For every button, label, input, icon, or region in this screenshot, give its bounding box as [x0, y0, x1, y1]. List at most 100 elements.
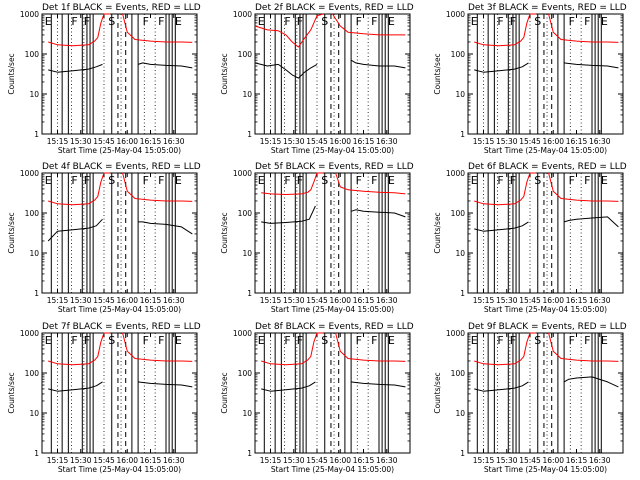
y-tick-label: 1	[247, 130, 252, 139]
event-marker-letter: F	[584, 15, 590, 28]
y-axis-label: Counts/sec	[7, 212, 16, 253]
y-tick-label: 100	[238, 209, 253, 218]
lld-series-line	[261, 172, 324, 195]
events-series-line	[474, 62, 529, 73]
plot-frame	[254, 172, 411, 294]
events-series-line	[137, 62, 193, 69]
x-tick-label: 16:15	[353, 296, 375, 305]
x-tick-label: 15:45	[519, 456, 541, 465]
lld-series-line	[261, 332, 324, 366]
x-tick-label: 16:15	[140, 137, 162, 146]
x-tick-label: 15:30	[496, 296, 518, 305]
event-marker-letter: F	[71, 334, 77, 347]
event-marker-letter: F	[510, 15, 516, 28]
y-tick-label: 100	[451, 50, 466, 59]
event-marker-letter: F	[71, 174, 77, 187]
lld-series-line	[48, 172, 111, 206]
x-tick-label: 15:45	[306, 456, 328, 465]
y-axis-label: Counts/sec	[220, 372, 229, 413]
panel-det-2f: Det 2f BLACK = Events, RED = LLD 1 10 100 10…	[220, 3, 414, 155]
event-marker-letter: E	[601, 174, 608, 187]
events-series-line	[350, 209, 406, 218]
event-marker-letter: F	[371, 334, 377, 347]
y-tick-label: 10	[455, 249, 465, 258]
x-tick-label: 15:30	[496, 456, 518, 465]
y-tick-label: 1	[460, 449, 465, 458]
events-series-line	[138, 381, 193, 388]
lld-series-line	[122, 172, 193, 202]
x-tick-label: 16:30	[163, 456, 185, 465]
panel-title: Det 9f BLACK = Events, RED = LLD	[468, 322, 627, 332]
event-marker-letter: F	[356, 334, 362, 347]
event-marker-letter: F	[297, 334, 303, 347]
x-tick-label: 16:15	[566, 296, 588, 305]
events-series-line	[563, 376, 619, 388]
x-tick-label: 15:45	[519, 296, 541, 305]
x-tick-label: 16:30	[163, 296, 185, 305]
x-tick-label: 15:45	[306, 296, 328, 305]
y-tick-label: 10	[29, 409, 39, 418]
x-tick-label: 16:15	[140, 296, 162, 305]
lld-series-line	[122, 332, 193, 362]
plot-frame	[467, 332, 624, 454]
event-marker-letter: F	[284, 174, 290, 187]
x-tick-label: 16:00	[116, 137, 138, 146]
lld-series-line	[48, 13, 111, 47]
y-tick-label: 100	[238, 50, 253, 59]
event-marker-letter: E	[45, 15, 52, 28]
x-tick-label: 16:00	[542, 137, 564, 146]
lld-series-line	[548, 13, 619, 43]
x-tick-label: 15:15	[473, 296, 495, 305]
x-axis-label: Start Time (25-May-04 15:05:00)	[58, 305, 181, 314]
panel-title: Det 8f BLACK = Events, RED = LLD	[255, 322, 414, 332]
events-series-line	[261, 381, 316, 392]
y-tick-label: 100	[25, 50, 40, 59]
y-tick-label: 1000	[233, 169, 252, 178]
event-marker-letter: E	[45, 174, 52, 187]
y-tick-label: 1000	[233, 329, 252, 338]
events-series-line	[48, 63, 103, 73]
plot-frame	[467, 13, 624, 135]
event-marker-letter: E	[388, 334, 395, 347]
event-marker-letter: S	[321, 15, 328, 28]
event-marker-letter: E	[471, 174, 478, 187]
x-axis-label: Start Time (25-May-04 15:05:00)	[484, 305, 607, 314]
x-tick-label: 15:15	[47, 137, 69, 146]
y-axis-label: Counts/sec	[220, 212, 229, 253]
event-marker-letter: F	[510, 174, 516, 187]
x-tick-label: 16:15	[140, 456, 162, 465]
x-tick-label: 15:30	[70, 296, 92, 305]
x-tick-label: 15:30	[70, 137, 92, 146]
panel-title: Det 7f BLACK = Events, RED = LLD	[42, 322, 201, 332]
y-tick-label: 10	[455, 90, 465, 99]
event-marker-letter: S	[108, 15, 115, 28]
x-axis-label: Start Time (25-May-04 15:05:00)	[484, 146, 607, 155]
panel-title: Det 1f BLACK = Events, RED = LLD	[42, 3, 201, 13]
x-tick-label: 16:30	[589, 296, 611, 305]
event-marker-letter: F	[158, 334, 164, 347]
x-tick-label: 16:00	[542, 296, 564, 305]
event-marker-letter: F	[371, 15, 377, 28]
event-marker-letter: F	[569, 174, 575, 187]
x-tick-label: 16:30	[589, 456, 611, 465]
y-tick-label: 1000	[446, 169, 465, 178]
y-axis-label: Counts/sec	[433, 212, 442, 253]
event-marker-letter: E	[175, 15, 182, 28]
event-marker-letter: F	[71, 15, 77, 28]
event-marker-letter: F	[143, 334, 149, 347]
lld-series-line	[122, 13, 193, 43]
event-marker-letter: F	[158, 174, 164, 187]
event-marker-letter: F	[584, 334, 590, 347]
y-tick-label: 1	[460, 130, 465, 139]
y-tick-label: 1000	[446, 10, 465, 19]
y-tick-label: 10	[29, 249, 39, 258]
event-marker-letter: S	[534, 15, 541, 28]
event-marker-letter: F	[497, 334, 503, 347]
y-tick-label: 10	[242, 249, 252, 258]
events-series-line	[138, 221, 193, 235]
panel-title: Det 6f BLACK = Events, RED = LLD	[468, 162, 627, 172]
y-tick-label: 100	[451, 209, 466, 218]
event-marker-letter: F	[569, 334, 575, 347]
x-tick-label: 15:30	[283, 296, 305, 305]
events-series-line	[563, 216, 619, 228]
